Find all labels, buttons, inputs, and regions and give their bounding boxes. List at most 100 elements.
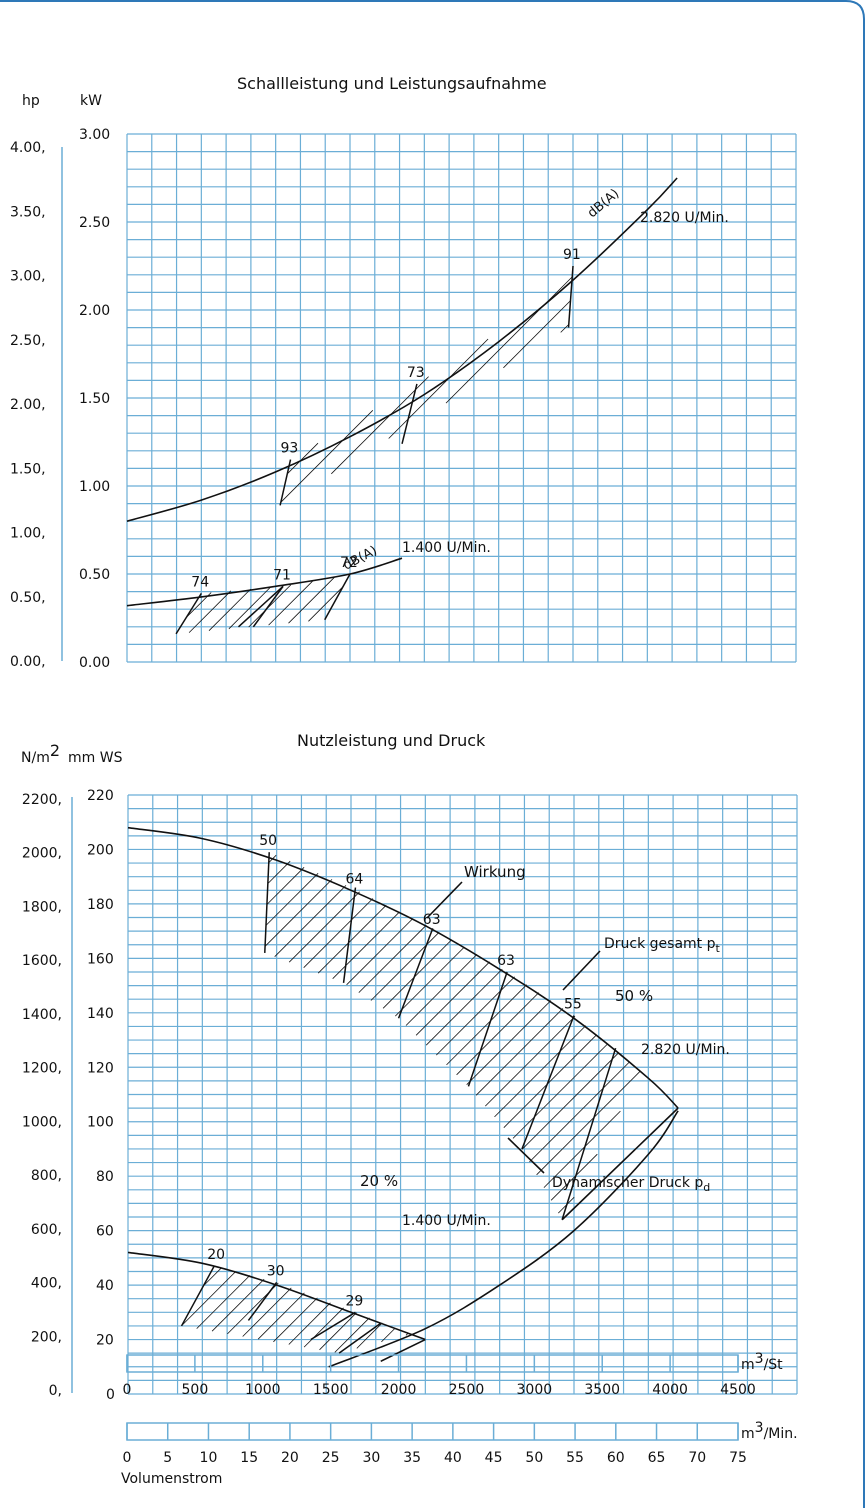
chart2-low-connector [380,1338,426,1363]
chart2-hatch-line [211,1278,265,1332]
chart1-drop-line [237,585,284,628]
druck-gesamt-label: Druck gesamt pt [604,936,721,955]
m3-st-bar [126,1354,739,1373]
chart1-hatching [175,265,574,635]
chart2-hatch-line [203,1267,222,1287]
chart2-hatch-line [512,1043,608,1139]
chart2-drop-line [264,852,270,953]
chart2-point-label: 50 [259,833,277,849]
chart1-point-labels: 93 73 91 74 71 72 [191,247,581,590]
chart2-hatch-line [264,879,333,947]
m3-min-tick-label: 70 [688,1450,706,1466]
m3-min-tick-label: 45 [485,1450,503,1466]
chart1-dba-tag-high: dB(A) [585,186,622,221]
chart1-kw-tick: 2.50 [79,215,110,231]
m3-st-tick-label: 500 [182,1382,209,1398]
chart2-hatch-line [265,873,319,926]
chart2-drop-line [561,1047,617,1220]
chart2-hatch-line [456,992,540,1076]
chart2-mmws-tick: 140 [87,1006,114,1022]
chart2-hatch-line [303,898,374,968]
chart2-drop-line [342,887,357,983]
chart1-hatch-line [388,338,489,439]
chart2-hatch-line [242,1287,292,1337]
chart2-point-label: 55 [564,997,582,1013]
chart2-hatch-line [382,939,453,1009]
m3-min-tick-label: 65 [648,1450,666,1466]
chart2-hatch-line [466,1000,552,1085]
chart1-point-label: 72 [340,555,358,571]
chart2-hatch-line [273,1297,318,1343]
chart2-hatch-line [494,1025,587,1118]
chart2-curve-total-pressure [127,826,679,1109]
chart1-hp-tick: 3.00, [10,269,46,285]
m3-min-tick-label: 55 [566,1450,584,1466]
chart2-nm2-tick: 400, [31,1276,62,1292]
chart2-point-label: 30 [267,1263,285,1279]
chart1-hp-unit: hp [22,93,40,109]
chart2-mmws-tick: 220 [87,788,114,804]
chart2-mmws-tick: 80 [96,1169,114,1185]
chart1-hatch-line [560,324,570,333]
chart1-hp-tick: 3.50, [10,204,46,220]
chart1-dba-tag-low: dB(A) [341,543,380,573]
pct-50-label: 50 % [615,987,653,1005]
chart1-hatch-line [268,580,314,626]
chart2-hatch-line [415,961,490,1036]
m3-min-tick-label: 40 [444,1450,462,1466]
chart2-drop-line [338,1322,382,1354]
chart2-mmws-tick: 0 [106,1387,115,1403]
chart2-hatch-line [346,918,414,986]
chart2-nm2-tick: 600, [31,1222,62,1238]
chart2-hatch-line [267,860,291,884]
chart2-point-label: 63 [497,953,515,969]
chart1-hatch-line [248,584,292,628]
chart1-grid [126,133,797,663]
chart2-curve-dynamic-pressure [328,1110,679,1368]
chart1-drop-line [401,383,418,444]
m3-min-tick-label: 35 [403,1450,421,1466]
chart1-curve-high [126,177,678,522]
chart2-nm2-tick: 1600, [22,953,62,969]
chart2-point-label: 20 [207,1247,225,1263]
m3-st-tick-label: 1500 [313,1382,349,1398]
chart1-hatch-line [228,587,271,630]
chart2-nm2-tick: 1000, [22,1114,62,1130]
dyn-druck-label: Dynamischer Druck pd [552,1175,710,1194]
m3-st-tick-label: 2500 [449,1382,485,1398]
chart2-drop-line [467,971,508,1087]
chart1-hp-tick: 1.00, [10,526,46,542]
chart2-drop-line [521,1015,575,1150]
m3-st-tick-label: 2000 [381,1382,417,1398]
chart1-kw-tick: 1.50 [79,391,110,407]
wirkung-leader [426,881,463,919]
chart1-kw-tick: 1.00 [79,479,110,495]
m3-min-tick-label: 0 [123,1450,132,1466]
chart1-hp-tick: 1.50, [10,461,46,477]
chart1-point-label: 74 [191,574,209,590]
chart2-nm2-tick: 0, [49,1383,62,1399]
chart2-hatch-line [529,1062,630,1163]
m3-st-tick-label: 0 [123,1382,132,1398]
chart1-curves [126,177,678,607]
m3-st-tick-label: 4000 [652,1382,688,1398]
m3-min-unit: m3/Min. [741,1420,798,1442]
chart2-hatch-line [257,1292,305,1340]
chart1-rpm-high-label: 2.820 U/Min. [640,210,729,226]
chart2-end-connector [561,1107,679,1221]
chart2-mmws-tick: 120 [87,1060,114,1076]
chart1-hatch-line [188,590,232,633]
chart2-mmws-tick: 60 [96,1224,114,1240]
chart1-hp-tick: 2.00, [10,397,46,413]
chart2-drop-line [397,928,434,1019]
chart1-hatch-line [288,576,336,624]
chart2-hatch-line [196,1275,251,1329]
chart1-hp-tick: 0.00, [10,654,46,670]
chart1-drop-line [252,585,284,628]
chart2-hatch-line [521,1053,619,1150]
chart1-point-label: 71 [273,567,291,583]
chart2-mmws-tick: 100 [87,1115,114,1131]
chart2-hatch-line [370,931,440,1001]
chart2-hatch-line [543,1110,621,1188]
